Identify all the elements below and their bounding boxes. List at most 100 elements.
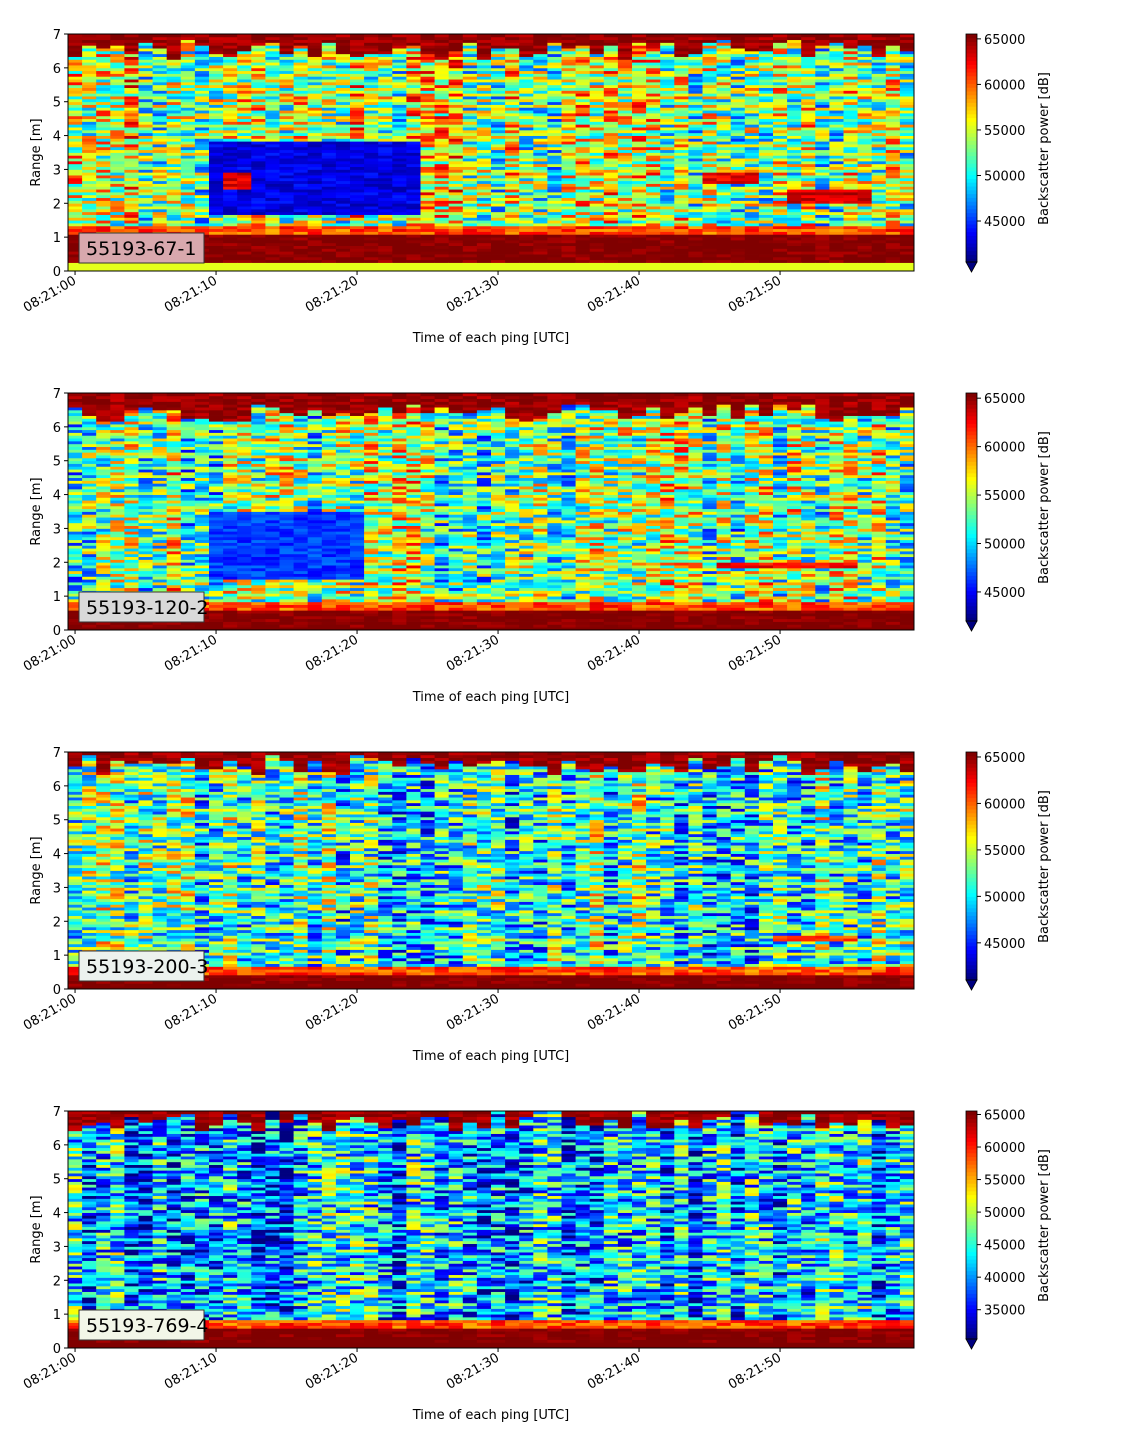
heatmap-cell [632, 214, 647, 218]
heatmap-cell [321, 45, 337, 49]
heatmap-cell [632, 262, 647, 266]
heatmap-cell [364, 180, 379, 184]
heatmap-cell [307, 45, 323, 49]
heatmap-cell [237, 231, 252, 235]
heatmap-cell [843, 115, 858, 120]
heatmap-cell [279, 155, 294, 159]
heatmap-cell [420, 225, 435, 230]
heatmap-cell [335, 169, 351, 173]
heatmap-cell [307, 251, 323, 255]
heatmap-cell [378, 42, 393, 46]
heatmap-cell [223, 113, 238, 117]
heatmap-cell [773, 251, 788, 255]
heatmap-cell [335, 45, 351, 49]
heatmap-cell [758, 158, 774, 162]
heatmap-cell [279, 132, 294, 136]
heatmap-cell [378, 124, 393, 128]
heatmap-cell [237, 59, 252, 63]
heatmap-cell [138, 206, 153, 210]
heatmap-cell [744, 79, 760, 83]
heatmap-cell [857, 96, 873, 100]
heatmap-cell [307, 203, 323, 207]
heatmap-cell [124, 56, 139, 60]
heatmap-cell [533, 160, 548, 165]
heatmap-cell [378, 163, 393, 168]
heatmap-cell [265, 135, 280, 139]
heatmap-cell [335, 239, 351, 244]
heatmap-cell [462, 214, 478, 218]
heatmap-cell [335, 211, 351, 215]
heatmap-cell [82, 48, 97, 52]
heatmap-cell [237, 146, 252, 151]
heatmap-cell [589, 65, 605, 69]
heatmap-cell [660, 163, 675, 168]
heatmap-cell [716, 169, 732, 173]
heatmap-cell [180, 84, 196, 89]
heatmap-cell [434, 113, 450, 117]
heatmap-cell [533, 251, 548, 255]
heatmap-cell [617, 115, 633, 120]
heatmap-cell [829, 107, 844, 111]
heatmap-cell [321, 254, 337, 258]
heatmap-cell [730, 189, 746, 193]
heatmap-cell [491, 144, 506, 148]
heatmap-cell [265, 259, 280, 263]
heatmap-cell [829, 172, 844, 176]
heatmap-cell [773, 208, 788, 213]
heatmap-cell [350, 87, 365, 91]
heatmap-cell [476, 59, 492, 63]
heatmap-cell [96, 158, 111, 162]
heatmap-cell [632, 124, 647, 128]
heatmap-cell [237, 96, 252, 100]
heatmap-cell [603, 172, 619, 176]
heatmap-cell [448, 192, 464, 196]
heatmap-cell [251, 197, 266, 201]
heatmap-cell [82, 42, 97, 46]
heatmap-cell [575, 197, 591, 201]
heatmap-cell [321, 135, 337, 139]
heatmap-cell [660, 231, 675, 235]
heatmap-cell [688, 231, 703, 235]
heatmap-cell [885, 214, 901, 218]
heatmap-cell [575, 180, 591, 184]
heatmap-cell [110, 144, 125, 148]
heatmap-cell [829, 135, 844, 139]
heatmap-cell [237, 208, 252, 213]
heatmap-cell [702, 39, 717, 43]
heatmap-cell [420, 48, 435, 52]
heatmap-cell [265, 90, 280, 94]
heatmap-cell [68, 169, 83, 173]
heatmap-cell [519, 127, 534, 131]
heatmap-cell [378, 56, 393, 60]
heatmap-cell [547, 237, 562, 241]
heatmap-cell [110, 214, 125, 218]
heatmap-cell [561, 248, 576, 252]
heatmap-cell [632, 39, 647, 43]
heatmap-cell [180, 262, 196, 266]
heatmap-cell [646, 144, 661, 148]
heatmap-cell [773, 121, 788, 125]
heatmap-cell [307, 132, 323, 136]
heatmap-cell [420, 177, 435, 182]
heatmap-cell [152, 42, 168, 46]
heatmap-cell [321, 160, 337, 165]
heatmap-cell [505, 231, 520, 235]
heatmap-cell [265, 217, 280, 221]
heatmap-cell [364, 50, 379, 55]
heatmap-cell [138, 129, 153, 134]
heatmap-cell [716, 242, 732, 247]
heatmap-cell [519, 34, 534, 38]
heatmap-cell [773, 223, 788, 227]
heatmap-cell [279, 169, 294, 173]
heatmap-cell [68, 234, 83, 238]
heatmap-cell [589, 115, 605, 120]
heatmap-cell [321, 256, 337, 261]
heatmap-cell [575, 217, 591, 221]
heatmap-cell [364, 79, 379, 83]
heatmap-cell [462, 189, 478, 193]
heatmap-cell [547, 203, 562, 207]
heatmap-cell [293, 65, 309, 69]
heatmap-cell [279, 48, 294, 52]
heatmap-cell [392, 158, 407, 162]
heatmap-cell [815, 87, 830, 91]
